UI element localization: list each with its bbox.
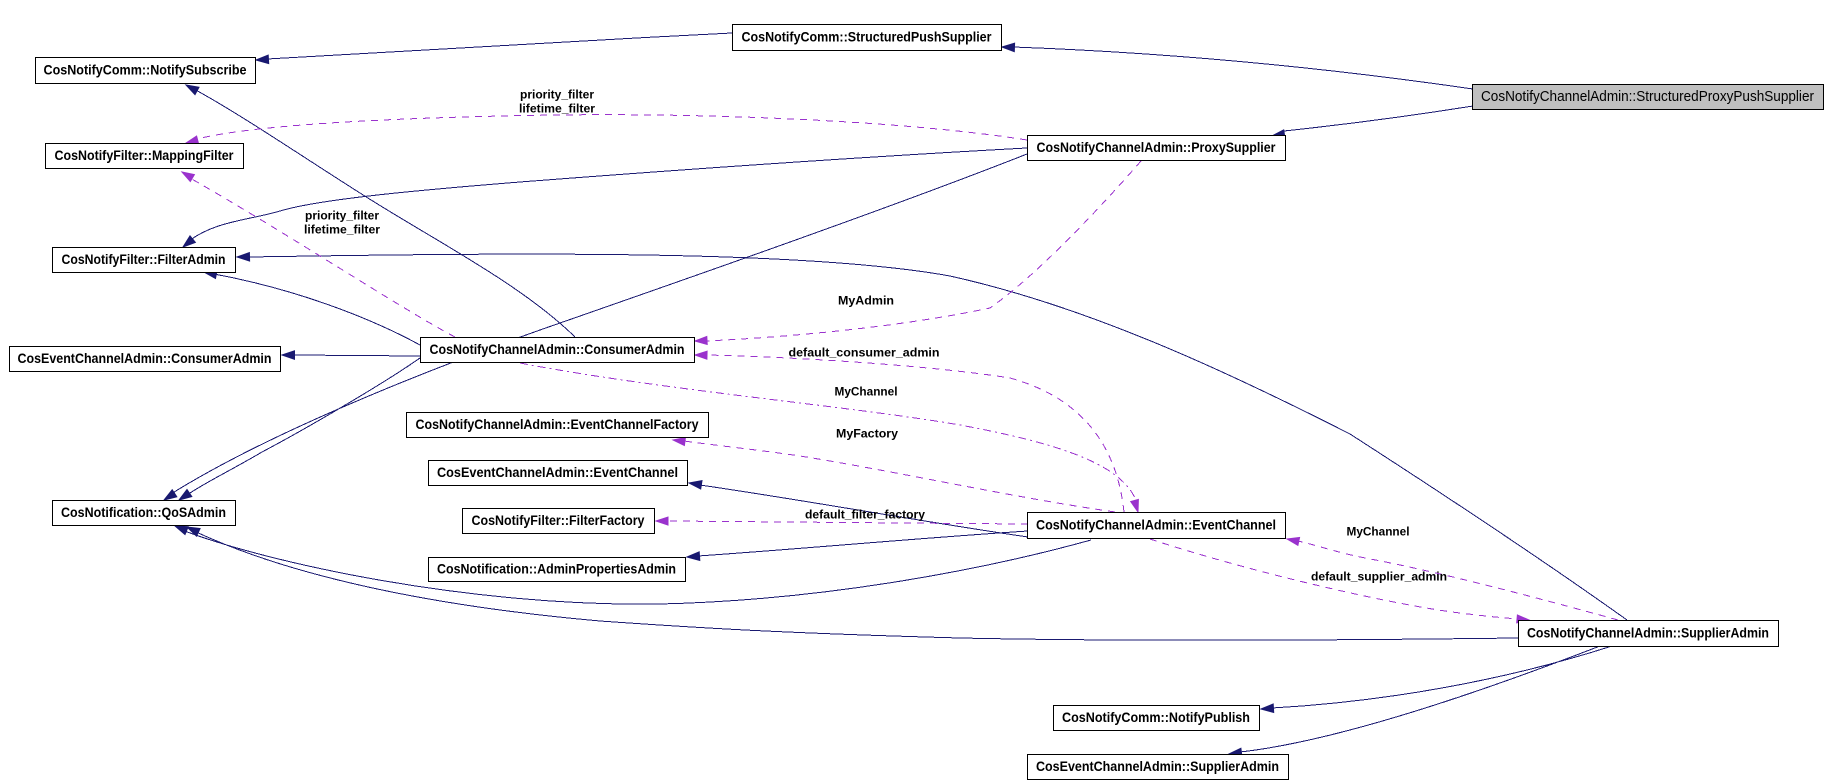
svg-text:CosNotifyComm::StructuredPushS: CosNotifyComm::StructuredPushSupplier (742, 30, 993, 45)
svg-text:CosNotifyChannelAdmin::EventCh: CosNotifyChannelAdmin::EventChannel (1036, 518, 1276, 533)
svg-text:CosNotifyFilter::FilterAdmin: CosNotifyFilter::FilterAdmin (62, 252, 226, 267)
svg-text:CosEventChannelAdmin::EventCha: CosEventChannelAdmin::EventChannel (437, 465, 678, 480)
svg-text:MyAdmin: MyAdmin (838, 294, 894, 308)
svg-text:CosNotifyChannelAdmin::EventCh: CosNotifyChannelAdmin::EventChannelFacto… (416, 417, 699, 432)
svg-text:lifetime_filter: lifetime_filter (304, 223, 380, 237)
svg-text:priority_filter: priority_filter (520, 88, 594, 102)
svg-text:CosNotification::AdminProperti: CosNotification::AdminPropertiesAdmin (437, 562, 676, 577)
svg-text:MyChannel: MyChannel (1347, 525, 1410, 539)
svg-text:CosNotifyChannelAdmin::Structu: CosNotifyChannelAdmin::StructuredProxyPu… (1481, 89, 1814, 105)
svg-text:default_supplier_admin: default_supplier_admin (1311, 570, 1447, 584)
svg-text:lifetime_filter: lifetime_filter (519, 102, 595, 116)
svg-text:CosEventChannelAdmin::Supplier: CosEventChannelAdmin::SupplierAdmin (1036, 759, 1279, 774)
svg-text:CosNotifyComm::NotifySubscribe: CosNotifyComm::NotifySubscribe (44, 63, 247, 78)
svg-text:CosNotifyFilter::MappingFilter: CosNotifyFilter::MappingFilter (55, 148, 235, 163)
svg-text:CosNotifyFilter::FilterFactory: CosNotifyFilter::FilterFactory (472, 513, 645, 528)
svg-text:default_filter_factory: default_filter_factory (805, 508, 925, 522)
svg-text:CosNotification::QoSAdmin: CosNotification::QoSAdmin (61, 505, 226, 520)
svg-text:CosNotifyChannelAdmin::Consume: CosNotifyChannelAdmin::ConsumerAdmin (430, 342, 685, 357)
svg-text:MyFactory: MyFactory (836, 427, 898, 441)
svg-text:default_consumer_admin: default_consumer_admin (789, 346, 940, 360)
svg-text:MyChannel: MyChannel (835, 385, 898, 399)
svg-text:CosEventChannelAdmin::Consumer: CosEventChannelAdmin::ConsumerAdmin (18, 351, 272, 366)
svg-text:CosNotifyChannelAdmin::ProxySu: CosNotifyChannelAdmin::ProxySupplier (1037, 140, 1277, 155)
svg-text:CosNotifyComm::NotifyPublish: CosNotifyComm::NotifyPublish (1062, 710, 1250, 725)
svg-text:priority_filter: priority_filter (305, 209, 379, 223)
svg-text:CosNotifyChannelAdmin::Supplie: CosNotifyChannelAdmin::SupplierAdmin (1527, 626, 1769, 641)
